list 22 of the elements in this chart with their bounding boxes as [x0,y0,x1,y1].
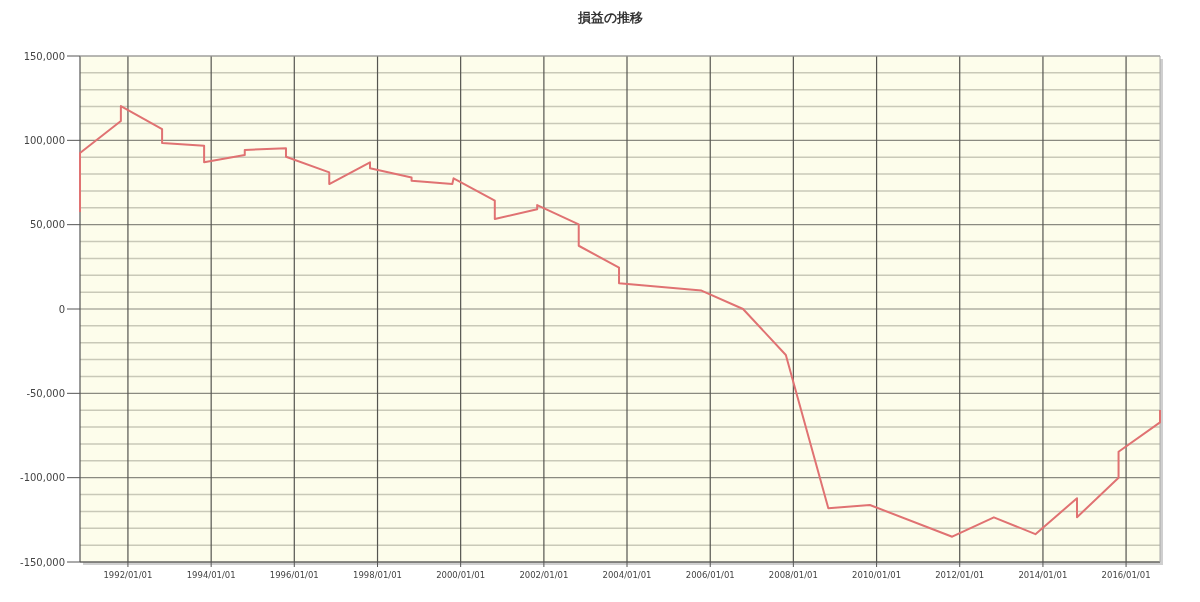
x-tick-label: 2008/01/01 [768,570,818,580]
x-tick-label: 2004/01/01 [602,570,652,580]
y-tick-label: 50,000 [30,219,65,231]
line-series [79,105,1161,538]
x-tick-label: 2012/01/01 [935,570,985,580]
x-tick-label: 2006/01/01 [685,570,735,580]
y-tick-label: -50,000 [26,387,65,399]
y-tick-label: 0 [58,303,65,315]
x-tick-label: 1998/01/01 [353,570,403,580]
x-tick-label: 2016/01/01 [1101,570,1151,580]
y-tick-label: -100,000 [20,472,65,484]
y-tick-label: 100,000 [23,134,65,146]
x-tick-label: 1994/01/01 [186,570,236,580]
y-tick-label: -150,000 [20,556,65,568]
x-tick-label: 2002/01/01 [519,570,569,580]
chart-title: 損益の推移 [576,10,643,25]
x-tick-label: 2014/01/01 [1018,570,1068,580]
x-tick-label: 2000/01/01 [436,570,486,580]
x-tick-label: 2010/01/01 [852,570,902,580]
x-tick-label: 1996/01/01 [269,570,319,580]
y-tick-label: 150,000 [23,50,65,62]
x-tick-label: 1992/01/01 [103,570,153,580]
